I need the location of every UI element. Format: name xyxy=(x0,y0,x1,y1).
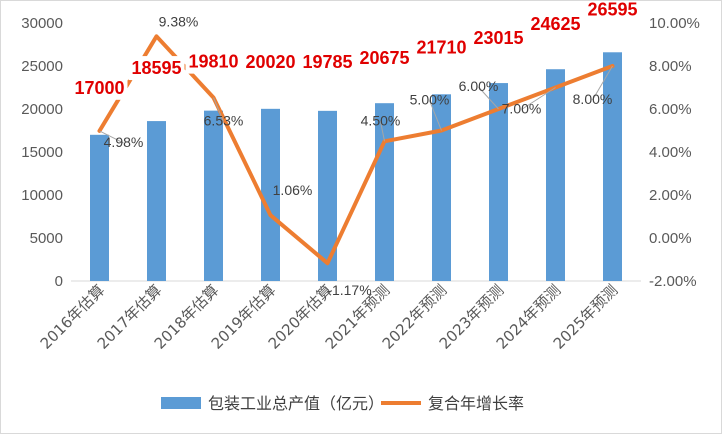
bar-label-bg xyxy=(470,26,527,51)
right-axis-tick-label: 10.00% xyxy=(649,15,700,32)
bar-label-bg xyxy=(128,56,185,81)
bar-value-label: 24625 xyxy=(530,14,580,34)
bar xyxy=(603,52,622,281)
bar xyxy=(432,94,451,281)
right-axis: -2.00% 0.00% 2.00% 4.00% 6.00% 8.00% 10.00% xyxy=(649,15,700,290)
bar-label-bg xyxy=(584,1,641,22)
bar-series xyxy=(90,52,622,281)
bar-value-label: 18595 xyxy=(131,58,181,78)
left-axis: 0 5000 10000 15000 20000 25000 30000 xyxy=(21,15,63,290)
legend-label-bar: 包装工业总产值（亿元） xyxy=(208,394,384,413)
line-value-label: 7.00% xyxy=(502,101,542,117)
bar-label-bg xyxy=(299,49,356,74)
legend-label-line: 复合年增长率 xyxy=(428,394,524,413)
line-value-label: -1.17% xyxy=(327,282,371,298)
bar-value-label: 20020 xyxy=(245,52,295,72)
bar-value-label: 26595 xyxy=(587,1,637,19)
left-axis-tick-label: 25000 xyxy=(21,58,63,75)
line-value-label: 4.50% xyxy=(361,112,401,128)
bar-data-labels: 17000 18595 19810 20020 19785 20675 21710 23015… xyxy=(71,1,641,100)
left-axis-tick-label: 10000 xyxy=(21,187,63,204)
left-axis-tick-label: 20000 xyxy=(21,101,63,118)
bar-value-label: 21710 xyxy=(416,37,466,57)
right-axis-tick-label: 8.00% xyxy=(649,58,692,75)
line-label-leader xyxy=(478,86,499,110)
right-axis-tick-label: -2.00% xyxy=(649,273,697,290)
bar-label-bg xyxy=(356,46,413,71)
bar-value-label: 19810 xyxy=(188,52,238,72)
legend: 包装工业总产值（亿元） 复合年增长率 xyxy=(161,394,524,413)
right-axis-tick-label: 0.00% xyxy=(649,230,692,247)
x-axis: 2016年估算2017年估算2018年估算2019年估算2020年估算2021年… xyxy=(37,281,622,353)
bar-label-bg xyxy=(527,12,584,37)
line-label-leader xyxy=(380,121,385,142)
right-axis-tick-label: 4.00% xyxy=(649,144,692,161)
growth-rate-line xyxy=(97,34,615,266)
left-axis-tick-label: 15000 xyxy=(21,144,63,161)
bar xyxy=(489,83,508,281)
bar-value-label: 20675 xyxy=(359,48,409,68)
bar-label-bg xyxy=(185,49,242,74)
left-axis-tick-label: 5000 xyxy=(30,230,63,247)
bar-label-bg xyxy=(71,75,128,100)
line-label-leader xyxy=(521,87,556,110)
line-label-leader xyxy=(99,130,124,144)
line-label-leader xyxy=(213,97,224,122)
line-value-label: 4.98% xyxy=(104,134,144,150)
line-value-label: 1.06% xyxy=(273,182,313,198)
bar xyxy=(375,103,394,281)
right-axis-tick-label: 6.00% xyxy=(649,101,692,118)
line-label-leader xyxy=(592,65,613,101)
line-data-labels: 4.98% 9.38% 6.53% 1.06% -1.17% 4.50% 5.00% 6.00… xyxy=(99,13,613,298)
bar xyxy=(204,110,223,281)
bar xyxy=(147,121,166,281)
line-label-leader xyxy=(429,100,442,131)
bar-label-bg xyxy=(242,49,299,74)
line-value-label: 9.38% xyxy=(159,13,199,29)
bar xyxy=(546,69,565,281)
line-value-label: 6.53% xyxy=(204,113,244,129)
bar-value-label: 23015 xyxy=(473,28,523,48)
left-axis-tick-label: 30000 xyxy=(21,15,63,32)
bar xyxy=(90,134,109,281)
line-value-label: 6.00% xyxy=(459,78,499,94)
line-value-label: 8.00% xyxy=(573,91,613,107)
line-value-label: 5.00% xyxy=(410,92,450,108)
bar xyxy=(261,108,280,281)
left-axis-tick-label: 0 xyxy=(55,273,63,290)
legend-swatch-bar xyxy=(161,397,201,409)
bar-label-bg xyxy=(413,35,470,60)
bar-value-label: 19785 xyxy=(302,52,352,72)
right-axis-tick-label: 2.00% xyxy=(649,187,692,204)
bar xyxy=(318,110,337,281)
bar-value-label: 17000 xyxy=(74,78,124,98)
